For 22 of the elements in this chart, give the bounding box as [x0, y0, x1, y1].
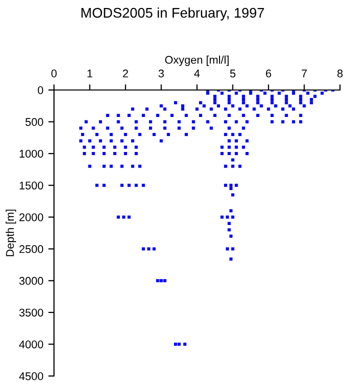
y-tick-label: 500 — [25, 118, 44, 126]
y-tick-label: 0 — [38, 86, 44, 94]
chart-title: MODS2005 in February, 1997 — [82, 8, 264, 20]
y-tick-label: 4500 — [19, 372, 44, 380]
x-tick-label: 0 — [51, 70, 57, 78]
x-tick-label: 5 — [230, 70, 236, 78]
x-tick-label: 8 — [337, 70, 343, 78]
y-tick-label: 1500 — [20, 182, 44, 190]
y-tick-label: 4000 — [19, 340, 44, 348]
y-tick-label: 2000 — [19, 213, 44, 222]
x-tick-label: 4 — [194, 70, 200, 78]
x-tick-label: 7 — [302, 70, 307, 78]
x-tick-label: 2 — [122, 70, 128, 78]
x-tick-label: 1 — [88, 70, 92, 78]
y-tick-label: 1000 — [20, 150, 44, 158]
x-tick-label: 6 — [266, 70, 272, 78]
y-tick-label: 3500 — [19, 308, 44, 317]
x-tick-label: 3 — [158, 70, 164, 78]
y-axis-title: Depth [m] — [6, 210, 16, 256]
y-tick-label: 3000 — [19, 276, 44, 285]
y-tick-label: 2500 — [19, 245, 44, 254]
x-axis-title: Oxygen [ml/l] — [165, 56, 229, 66]
